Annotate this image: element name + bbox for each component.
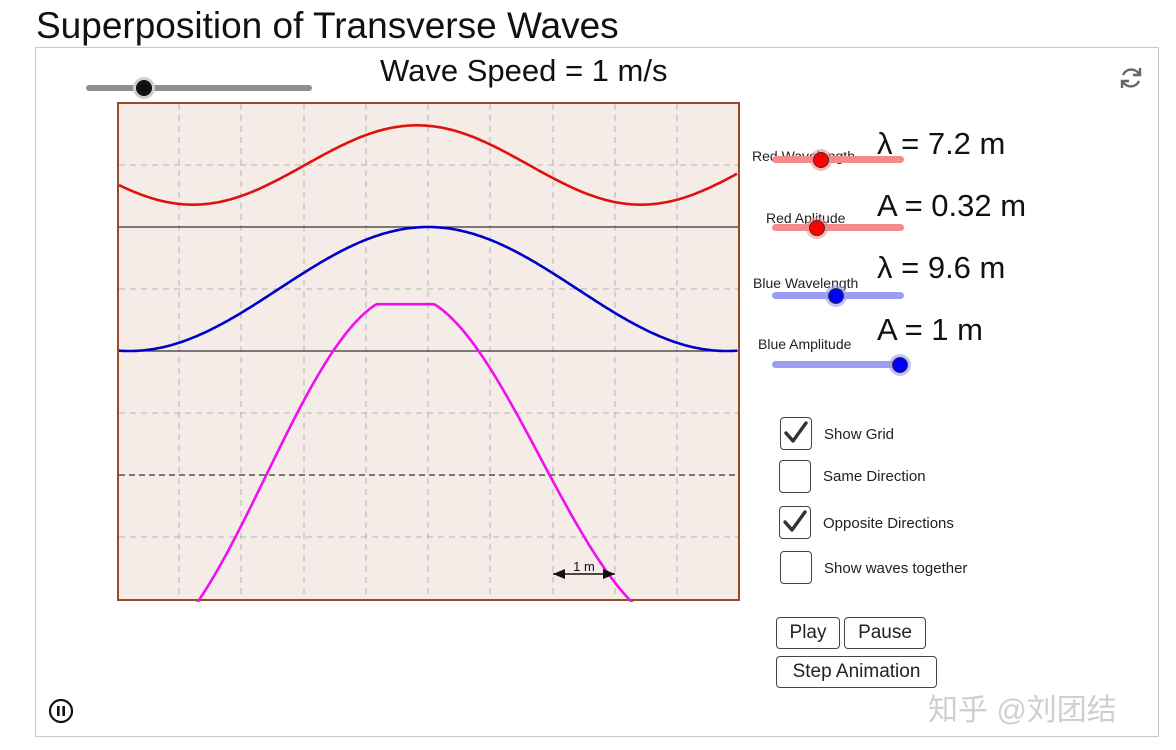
show-waves-together-checkbox[interactable] — [780, 551, 812, 584]
red-wavelength-value: λ = 7.2 m — [877, 126, 1006, 161]
show-waves-together-label: Show waves together — [824, 560, 968, 577]
same-direction-checkbox[interactable] — [779, 460, 811, 493]
opposite-directions-label: Opposite Directions — [823, 515, 954, 532]
blue-amplitude-value: A = 1 m — [877, 312, 983, 347]
red-wavelength-slider-knob[interactable] — [813, 152, 829, 168]
blue-amplitude-caption: Blue Amplitude — [758, 336, 852, 352]
red-amplitude-slider-track[interactable] — [772, 224, 904, 231]
play-button[interactable]: Play — [776, 617, 840, 649]
blue-wavelength-caption: Blue Wavelength — [753, 275, 859, 291]
wave-speed-label: Wave Speed = 1 m/s — [380, 53, 668, 88]
red-amplitude-caption: Red Aplitude — [766, 210, 846, 226]
checkmark-icon — [783, 510, 807, 532]
wave-speed-slider-track[interactable] — [86, 85, 312, 91]
opposite-directions-checkbox[interactable] — [779, 506, 811, 539]
watermark-text: 知乎 @刘团结 — [928, 694, 1117, 727]
scale-marker: 1 m — [553, 559, 615, 579]
step-animation-button[interactable]: Step Animation — [776, 656, 937, 688]
sum-wave — [196, 302, 634, 602]
checkmark-icon — [784, 421, 808, 443]
blue-amplitude-slider-knob[interactable] — [892, 357, 908, 373]
red-amplitude-value: A = 0.32 m — [877, 188, 1027, 223]
blue-amplitude-slider-track[interactable] — [772, 361, 904, 368]
red-wavelength-slider-track[interactable] — [772, 156, 904, 163]
refresh-icon[interactable] — [1117, 64, 1145, 92]
wave-speed-slider-knob[interactable] — [136, 80, 152, 96]
show-grid-checkbox[interactable] — [780, 417, 812, 450]
blue-wave — [118, 225, 738, 353]
pause-button[interactable]: Pause — [844, 617, 926, 649]
blue-wavelength-slider-knob[interactable] — [828, 288, 844, 304]
show-grid-label: Show Grid — [824, 426, 895, 443]
page-title: Superposition of Transverse Waves — [36, 5, 619, 46]
pause-icon[interactable] — [48, 698, 74, 724]
red-amplitude-slider-knob[interactable] — [809, 220, 825, 236]
red-wave — [118, 124, 738, 206]
blue-wavelength-value: λ = 9.6 m — [877, 250, 1006, 285]
wave-canvas: 1 m — [117, 102, 740, 602]
same-direction-label: Same Direction — [823, 468, 926, 485]
scale-label: 1 m — [573, 559, 595, 574]
